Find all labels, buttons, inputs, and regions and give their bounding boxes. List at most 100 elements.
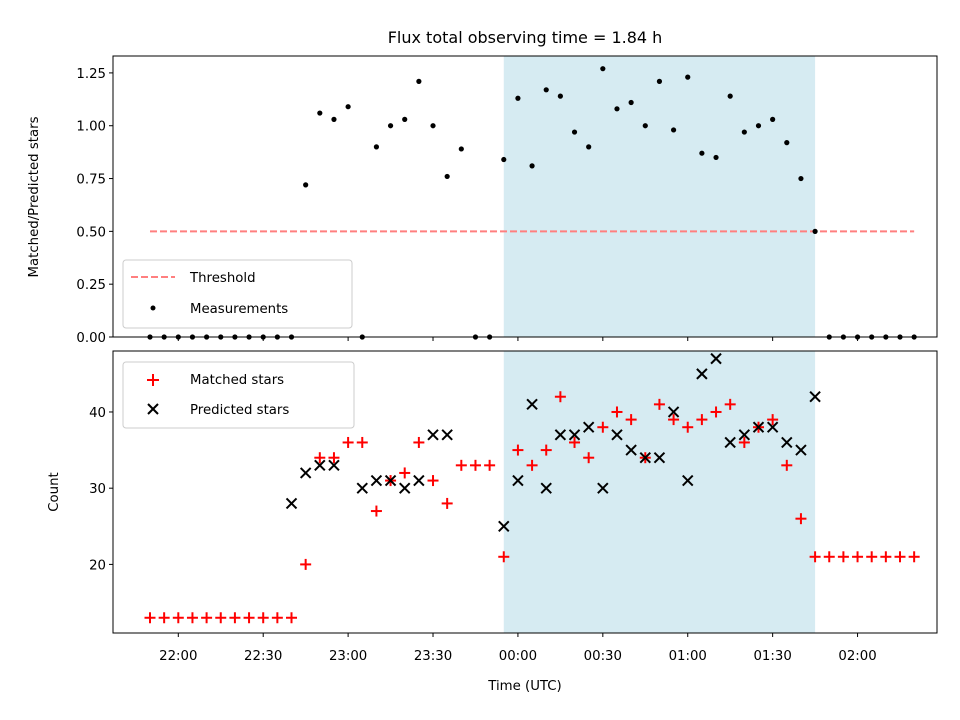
matched-star-point: [314, 452, 326, 464]
measurement-point: [628, 99, 634, 106]
matched-star-point: [328, 452, 340, 464]
bottom-x-ticks: 22:00 22:30 23:00 23:30 00:00 00:30 01:00 01:30…: [159, 633, 877, 664]
predicted-star-point: [314, 459, 326, 472]
matched-star-point: [682, 421, 694, 433]
y-tick-label: 40: [89, 406, 106, 421]
legend-measurements-label: Measurements: [190, 302, 288, 317]
measurement-point: [345, 104, 351, 110]
predicted-star-point: [625, 444, 637, 456]
predicted-star-point: [384, 474, 397, 487]
matched-star-point: [484, 459, 496, 471]
x-tick-label: 23:30: [414, 649, 452, 664]
measurement-point: [586, 144, 592, 150]
measurement-point: [557, 93, 563, 99]
matched-star-point: [795, 513, 807, 525]
matched-star-point: [597, 421, 609, 433]
measurement-point: [713, 154, 719, 161]
legend-threshold-label: Threshold: [189, 271, 256, 286]
bottom-legend: Matched stars Predicted stars: [122, 361, 355, 429]
measurement-point: [458, 146, 464, 152]
matched-star-point: [611, 406, 623, 418]
matched-star-point: [186, 612, 198, 624]
measurement-point: [331, 116, 337, 122]
matched-star-point: [823, 551, 835, 563]
matched-star-point: [625, 414, 637, 426]
matched-star-point: [809, 551, 821, 563]
predicted-star-point: [370, 474, 383, 487]
matched-star-point: [668, 414, 680, 426]
predicted-star-point: [413, 474, 425, 487]
predicted-star-point: [441, 429, 453, 441]
matched-star-point: [852, 551, 864, 563]
legend-predicted-label: Predicted stars: [190, 403, 289, 418]
legend-matched-swatch: [147, 374, 159, 386]
matched-star-point: [413, 436, 425, 448]
matched-star-point: [569, 436, 581, 448]
predicted-star-point: [540, 482, 552, 494]
top-observing-span: [503, 56, 816, 337]
predicted-star-point: [653, 451, 666, 464]
top-y-axis-label: Matched/Predicted stars: [27, 116, 42, 277]
y-tick-label: 0.75: [76, 173, 106, 188]
top-y-ticks: 0.00 0.25 0.50 0.75 1.00 1.25: [76, 67, 113, 346]
legend-predicted-swatch: [147, 403, 159, 415]
y-tick-label: 0.00: [76, 331, 106, 346]
predicted-star-point: [766, 421, 779, 433]
measurement-point: [755, 123, 762, 129]
matched-star-point: [653, 398, 665, 410]
bottom-plot-area: [144, 352, 920, 624]
matched-star-point: [724, 398, 736, 410]
x-tick-label: 00:00: [499, 649, 537, 664]
x-tick-label: 00:30: [584, 649, 622, 664]
predicted-star-point: [328, 459, 340, 472]
matched-star-point: [710, 406, 722, 418]
matched-star-point: [286, 612, 298, 624]
matched-star-point: [512, 444, 524, 456]
predicted-star-point: [568, 429, 581, 441]
matched-star-point: [172, 612, 184, 624]
matched-star-point: [554, 391, 566, 403]
measurement-point: [515, 95, 521, 101]
measurement-point: [798, 175, 804, 182]
measurement-point: [571, 129, 578, 135]
top-panel: 0.00 0.25 0.50 0.75 1.00 1.25 Matched/Predict…: [27, 55, 938, 346]
matched-star-point: [427, 475, 439, 487]
measurement-point: [600, 66, 606, 72]
bottom-y-axis-label: Count: [47, 472, 62, 512]
measurement-point: [642, 123, 648, 129]
measurement-point: [317, 110, 323, 116]
predicted-star-point: [427, 429, 439, 441]
measurement-point: [444, 173, 450, 180]
bottom-y-ticks: 20 30 40: [89, 406, 113, 573]
matched-star-point: [583, 452, 595, 464]
matched-star-point: [908, 551, 920, 563]
x-tick-label: 22:30: [244, 649, 282, 664]
matched-star-point: [866, 551, 878, 563]
predicted-star-point: [781, 436, 793, 449]
measurement-point: [303, 182, 309, 188]
bottom-legend-box: [122, 361, 355, 429]
predicted-star-point: [399, 482, 411, 494]
measurement-point: [770, 116, 776, 122]
measurement-point: [387, 123, 394, 129]
y-tick-label: 0.25: [76, 278, 106, 293]
y-tick-label: 1.25: [76, 67, 106, 82]
matched-star-point: [370, 505, 382, 517]
matched-star-point: [540, 444, 552, 456]
measurement-point: [656, 78, 663, 84]
y-tick-label: 30: [89, 482, 106, 497]
matched-star-point: [201, 612, 213, 624]
matched-star-point: [880, 551, 892, 563]
predicted-star-point: [582, 421, 595, 433]
matched-star-point: [215, 612, 227, 624]
predicted-star-point: [498, 520, 510, 533]
measurement-point: [741, 129, 747, 135]
x-tick-label: 22:00: [159, 649, 197, 664]
bottom-panel: 20 30 40 22:00 22:30 23:00 23:30 00:00 00:30 01:…: [47, 350, 938, 694]
measurement-point: [670, 127, 677, 133]
measurement-point: [685, 74, 691, 80]
matched-star-point: [894, 551, 906, 563]
predicted-star-point: [710, 352, 722, 365]
